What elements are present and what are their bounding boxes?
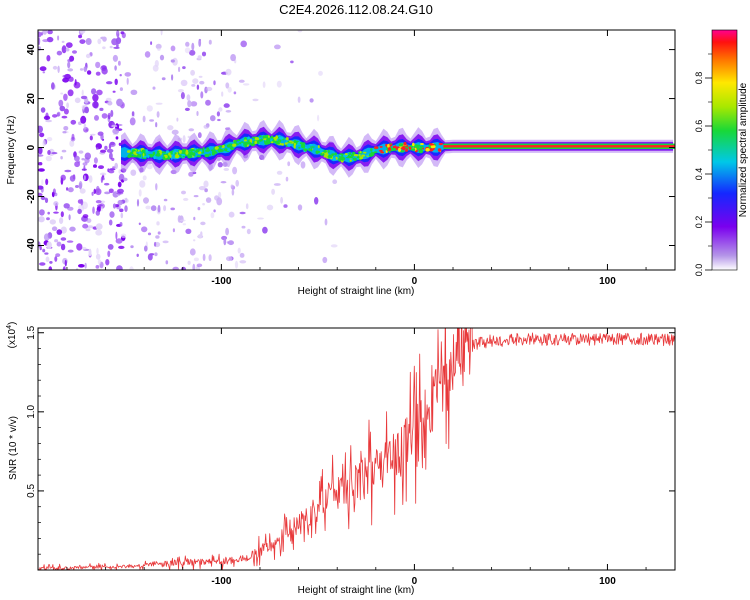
spectrogram-xtick-label: -100	[211, 276, 231, 287]
colorbar-tick-label: 0.8	[694, 72, 704, 85]
snr-scale-prefix: (x10	[7, 328, 18, 348]
colorbar-tick-label: 0.0	[694, 264, 704, 277]
snr-scale-label: (x104)	[6, 322, 18, 349]
colorbar-gradient	[711, 29, 738, 271]
snr-series-line	[38, 328, 675, 570]
snr-frame	[37, 327, 676, 571]
snr-xtick-label: -100	[211, 576, 231, 587]
colorbar-tick-label: 0.2	[694, 216, 704, 229]
snr-ylabel: SNR (10 * v/v)	[8, 416, 19, 480]
spectrogram-ytick-label: -20	[26, 189, 37, 204]
snr-axes: -100 0 100 0.5 1.0 1.5	[26, 325, 675, 587]
snr-ytick-label: 1.5	[26, 325, 37, 339]
figure-title: C2E4.2026.112.08.24.G10	[279, 2, 433, 17]
colorbar-tick-label: 0.6	[694, 120, 704, 133]
spectrogram-ytick-label: -40	[26, 238, 37, 253]
colorbar-ticks: 0.0 0.2 0.4 0.6 0.8	[694, 53, 712, 277]
spectrogram-image	[38, 30, 675, 270]
snr-scale-exponent: 4	[6, 325, 13, 329]
spectrogram-axes: -100 0 100 -40 -20 0 20 40	[26, 30, 675, 287]
snr-xlabel: Height of straight line (km)	[298, 585, 415, 596]
spectrogram-ylabel: Frequency (Hz)	[6, 116, 17, 185]
spectrogram-panel: -100 0 100 -40 -20 0 20 40 Height of straight l…	[6, 29, 676, 297]
colorbar: 0.0 0.2 0.4 0.6 0.8 Normalized spectral ampl…	[694, 29, 749, 277]
snr-ytick-label: 0.5	[26, 484, 37, 498]
snr-scale-suffix: )	[7, 322, 18, 325]
snr-xtick-label: 100	[599, 576, 616, 587]
spectrogram-xtick-label: 0	[412, 276, 418, 287]
snr-panel: -100 0 100 0.5 1.0 1.5 Height of straight lin…	[6, 322, 676, 596]
colorbar-label: Normalized spectral amplitude	[738, 82, 749, 217]
spectrogram-frame	[37, 29, 676, 271]
spectrogram-ytick-label: 0	[26, 144, 37, 150]
colorbar-tick-label: 0.4	[694, 168, 704, 181]
spectrogram-ytick-label: 20	[26, 93, 37, 105]
svg-text:(x104): (x104)	[6, 322, 18, 349]
spectrogram-xlabel: Height of straight line (km)	[298, 286, 415, 297]
spectrogram-ytick-label: 40	[26, 44, 37, 56]
snr-xtick-label: 0	[412, 576, 418, 587]
snr-ytick-label: 1.0	[26, 404, 37, 418]
spectrogram-xtick-label: 100	[599, 276, 616, 287]
